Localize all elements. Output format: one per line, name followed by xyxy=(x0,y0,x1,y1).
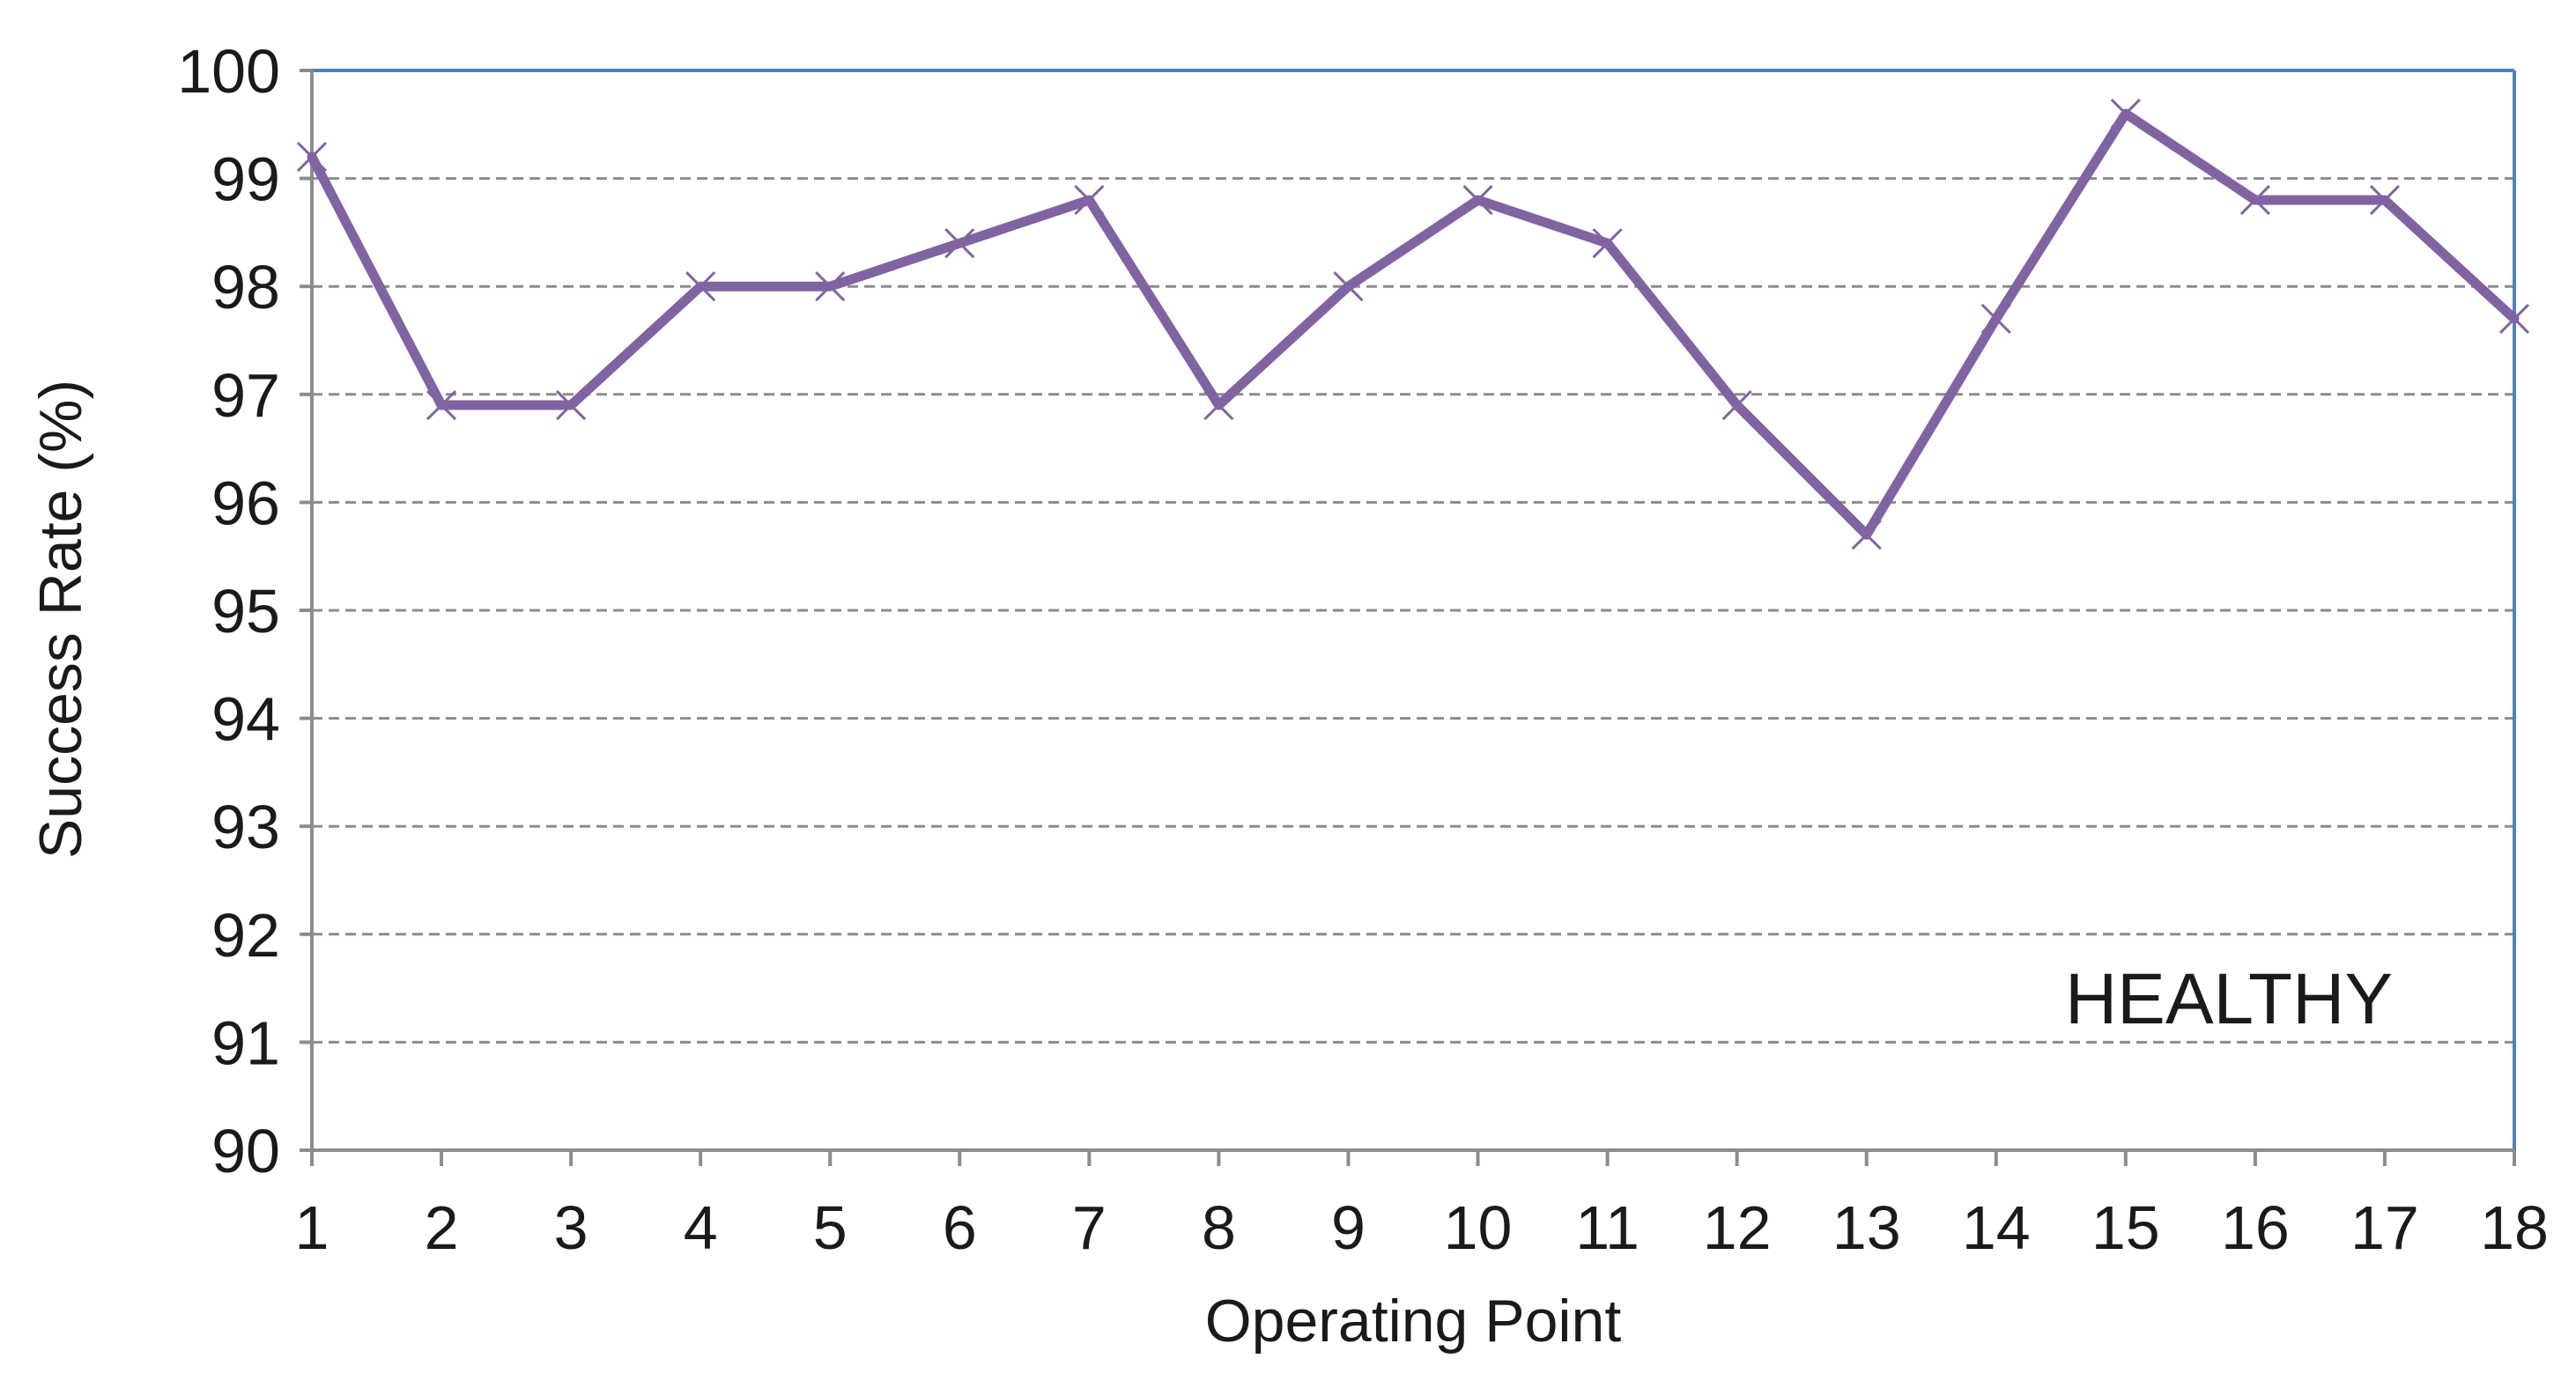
x-tick-label: 3 xyxy=(554,1193,588,1262)
y-tick-label: 91 xyxy=(211,1008,280,1077)
x-tick-label: 1 xyxy=(295,1193,329,1262)
series xyxy=(296,98,2530,550)
x-tick-label: 8 xyxy=(1202,1193,1236,1262)
data-point-marker xyxy=(815,271,846,302)
data-point-marker xyxy=(1203,389,1234,421)
y-tick-label: 96 xyxy=(211,469,280,537)
x-tick-label: 2 xyxy=(425,1193,459,1262)
data-point-marker xyxy=(556,389,587,421)
x-tick-label: 13 xyxy=(1832,1193,1901,1262)
data-point-marker xyxy=(2369,185,2401,216)
data-point-marker xyxy=(1074,185,1105,216)
y-tick-label: 99 xyxy=(211,145,280,214)
y-tick-label: 94 xyxy=(211,685,280,754)
data-point-marker xyxy=(2498,303,2530,335)
y-tick-label: 95 xyxy=(211,577,280,646)
x-tick-label: 15 xyxy=(2091,1193,2160,1262)
x-tick-label: 4 xyxy=(684,1193,718,1262)
y-tick-label: 93 xyxy=(211,793,280,861)
y-axis-label: Success Rate (%) xyxy=(27,380,94,859)
y-tick-label: 92 xyxy=(211,901,280,970)
x-tick-label: 17 xyxy=(2350,1193,2419,1262)
data-point-marker xyxy=(1851,520,1882,550)
x-tick-label: 5 xyxy=(813,1193,848,1262)
data-point-marker xyxy=(944,228,975,259)
data-point-marker xyxy=(426,389,457,421)
x-tick-label: 6 xyxy=(943,1193,977,1262)
y-tick-label: 97 xyxy=(211,361,280,430)
healthy-annotation: HEALTHY xyxy=(2065,959,2393,1039)
gridlines xyxy=(312,177,2514,1044)
data-point-marker xyxy=(1333,271,1364,302)
x-tick-label: 9 xyxy=(1331,1193,1366,1262)
x-tick-label: 14 xyxy=(1962,1193,2031,1262)
data-point-marker xyxy=(296,142,328,173)
x-axis-label: Operating Point xyxy=(1205,1288,1622,1355)
data-point-marker xyxy=(2110,98,2141,129)
plot-frame xyxy=(312,69,2516,1150)
y-tick-label: 98 xyxy=(211,253,280,321)
axis-labels: Success Rate (%) Operating Point HEALTHY xyxy=(27,380,2393,1355)
data-point-marker xyxy=(1980,303,2011,335)
x-tick-label: 12 xyxy=(1703,1193,1772,1262)
x-tick-label: 16 xyxy=(2221,1193,2290,1262)
series-line xyxy=(307,108,2520,540)
x-tick-label: 7 xyxy=(1072,1193,1107,1262)
data-point-marker xyxy=(685,271,716,302)
data-point-marker xyxy=(1462,185,1493,216)
x-tick-label: 11 xyxy=(1575,1193,1640,1262)
x-tick-label: 18 xyxy=(2480,1193,2549,1262)
data-point-marker xyxy=(1721,389,1752,421)
data-point-marker xyxy=(2239,185,2270,216)
y-tick-label: 100 xyxy=(177,37,280,106)
x-tick-label: 10 xyxy=(1444,1193,1513,1262)
y-tick-label: 90 xyxy=(211,1117,280,1185)
data-point-marker xyxy=(1592,228,1623,259)
